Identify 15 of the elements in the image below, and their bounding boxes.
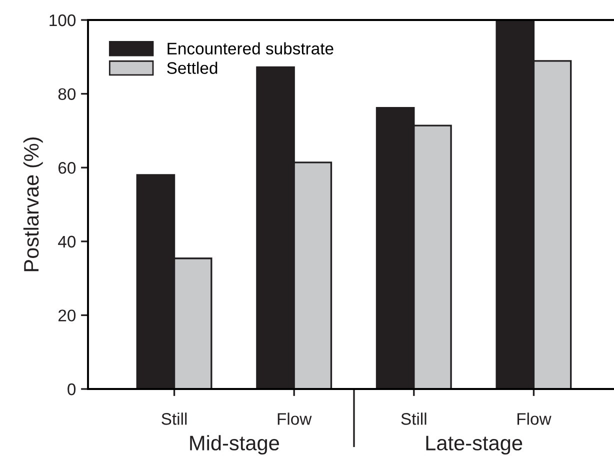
- y-axis-title: Postlarvae (%): [23, 137, 43, 272]
- y-tick-label: 60: [58, 162, 76, 174]
- y-tick-label: 20: [58, 310, 76, 322]
- text: Mid-stage: [190, 435, 279, 455]
- x-tick-label: Still: [401, 412, 426, 425]
- y-tick-label: 80: [58, 88, 76, 100]
- x-tick-label: Flow: [517, 412, 552, 425]
- legend-label: Encountered substrate: [168, 42, 334, 54]
- y-tick-label: 0: [68, 383, 76, 396]
- legend-label: Settled: [167, 62, 218, 74]
- x-tick-label: Still: [162, 412, 187, 425]
- x-tick-label: Flow: [278, 412, 312, 425]
- text: Late-stage: [426, 436, 522, 455]
- y-tick-label: 40: [58, 236, 76, 248]
- y-tick-label: 100: [50, 14, 76, 26]
